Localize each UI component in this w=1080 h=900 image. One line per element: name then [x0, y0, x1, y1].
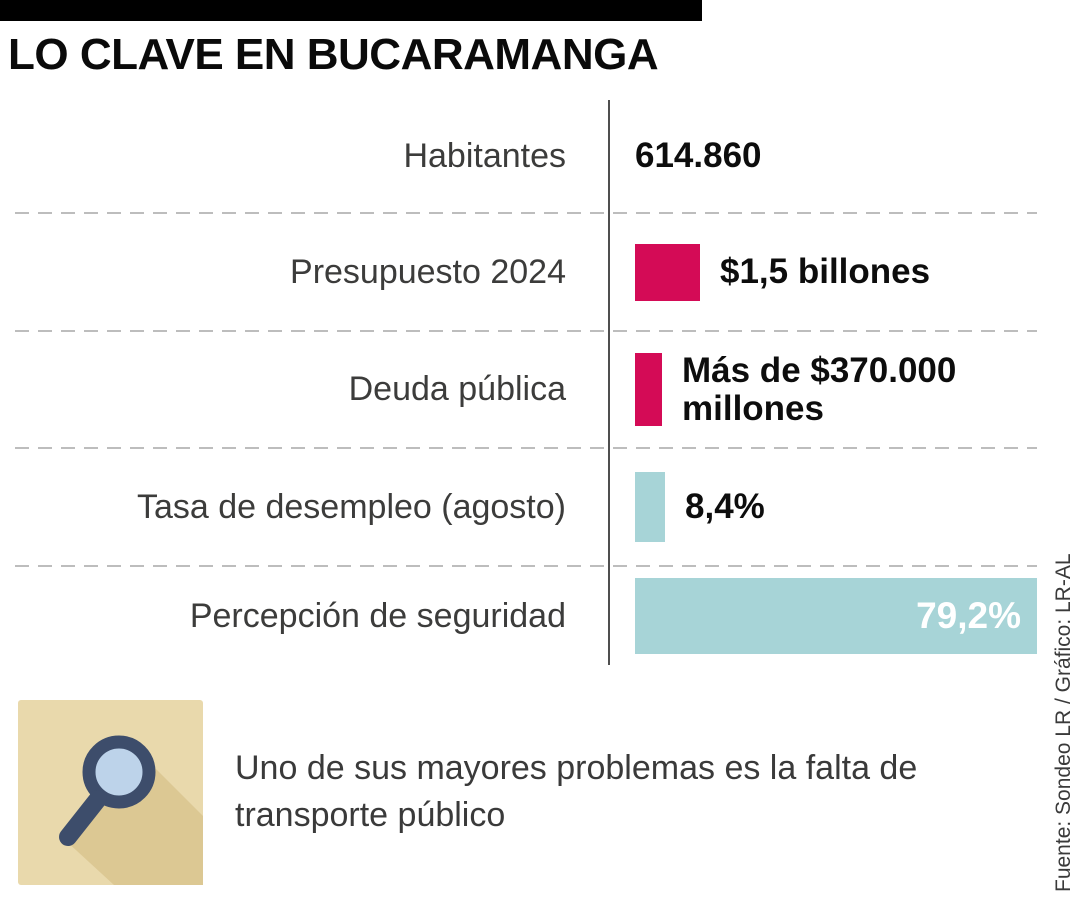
row-value: Más de $370.000 millones [682, 350, 957, 428]
unemployment-bar [635, 472, 665, 542]
row-value-cell: Más de $370.000 millones [608, 332, 1037, 447]
row-label: Habitantes [403, 136, 566, 175]
row-value: 79,2% [916, 595, 1021, 636]
debt-bar [635, 353, 662, 426]
stats-table: Habitantes 614.860 Presupuesto 2024 $1,5… [15, 100, 1037, 665]
row-value: 614.860 [635, 136, 762, 176]
source-credit: Fuente: Sondeo LR / Gráfico: LR-AL [1052, 553, 1075, 892]
security-bar: 79,2% [635, 578, 1037, 654]
table-row: Percepción de seguridad 79,2% [15, 567, 1037, 665]
page-title: LO CLAVE EN BUCARAMANGA [8, 30, 659, 79]
row-value: 8,4% [685, 487, 765, 527]
row-value-cell: 8,4% [608, 449, 1037, 565]
table-row: Habitantes 614.860 [15, 100, 1037, 212]
row-separator [15, 212, 1037, 214]
table-row: Tasa de desempleo (agosto) 8,4% [15, 449, 1037, 565]
row-label: Tasa de desempleo (agosto) [136, 487, 566, 526]
budget-bar [635, 243, 700, 301]
row-separator [15, 565, 1037, 567]
row-value: $1,5 billones [720, 252, 931, 292]
note-text: Uno de sus mayores problemas es la falta… [235, 749, 918, 834]
table-row: Deuda pública Más de $370.000 millones [15, 332, 1037, 447]
row-separator [15, 330, 1037, 332]
column-divider [608, 100, 610, 665]
row-label: Deuda pública [348, 370, 566, 408]
row-value-cell: $1,5 billones [608, 214, 1037, 330]
row-separator [15, 447, 1037, 449]
table-row: Presupuesto 2024 $1,5 billones [15, 214, 1037, 330]
row-label: Percepción de seguridad [189, 596, 566, 635]
top-accent-bar [0, 0, 702, 21]
magnifier-icon [18, 700, 203, 885]
row-label: Presupuesto 2024 [290, 252, 566, 291]
row-value-cell: 614.860 [608, 100, 1037, 212]
row-value-cell: 79,2% [608, 567, 1037, 665]
